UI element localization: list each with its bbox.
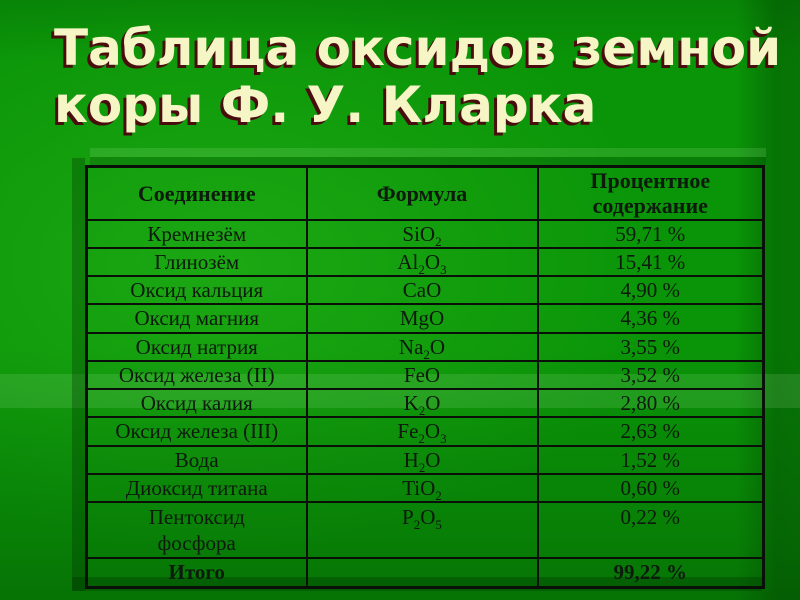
percent-cell: 3,52 % [536, 359, 765, 391]
table-top-shade-strip [90, 157, 766, 165]
formula-cell: MgO [305, 303, 539, 334]
oxides-table: Соединение Формула Процентное содержание… [85, 165, 765, 590]
table-row: Оксид калия K2O 2,80 % [85, 388, 765, 419]
formula-cell: Na2O [305, 331, 539, 362]
percent-cell: 4,90 % [536, 275, 765, 306]
table-body: Кремнезём SiO2 59,71 % Глинозём Al2O3 15,41 %… [85, 218, 765, 589]
table-row: Оксид кальция CaO 4,90 % [85, 275, 765, 306]
slide-title: Таблица оксидов земной коры Ф. У. Кларка [54, 20, 784, 134]
table-header-row: Соединение Формула Процентное содержание [85, 165, 765, 221]
percent-cell: 2,63 % [536, 416, 765, 447]
table-row: Глинозём Al2O3 15,41 % [85, 246, 765, 278]
compound-cell: Оксид калия [85, 388, 308, 419]
column-header-compound: Соединение [85, 165, 308, 221]
percent-cell: 4,36 % [536, 303, 765, 334]
table-row: Оксид железа (III) Fe2O3 2,63 % [85, 416, 765, 447]
table-row: Оксид магния MgO 4,36 % [85, 303, 765, 334]
formula-cell: K2O [305, 388, 539, 419]
compound-cell: Оксид кальция [85, 275, 308, 306]
table-row: Пентоксид фосфора P2O5 0,22 % [85, 501, 765, 559]
formula-cell: TiO2 [305, 472, 539, 504]
table-row: Итого 99,22 % [85, 556, 765, 589]
compound-cell: Глинозём [85, 246, 308, 278]
compound-cell: Пентоксид фосфора [85, 501, 308, 559]
compound-cell: Оксид натрия [85, 331, 308, 362]
table-row: Оксид железа (II) FeO 3,52 % [85, 359, 765, 391]
formula-cell: SiO2 [305, 218, 539, 249]
column-header-percent: Процентное содержание [536, 165, 765, 221]
compound-cell: Вода [85, 444, 308, 475]
percent-cell: 99,22 % [536, 556, 765, 589]
formula-cell: FeO [305, 359, 539, 391]
percent-cell: 59,71 % [536, 218, 765, 249]
table-shadow-left [72, 158, 85, 591]
compound-cell: Оксид железа (II) [85, 359, 308, 391]
compound-cell: Диоксид титана [85, 472, 308, 504]
slide-title-line-2: коры Ф. У. Кларка [54, 76, 597, 134]
table-row: Диоксид титана TiO2 0,60 % [85, 472, 765, 504]
percent-cell: 0,60 % [536, 472, 765, 504]
percent-cell: 15,41 % [536, 246, 765, 278]
table-row: Кремнезём SiO2 59,71 % [85, 218, 765, 249]
compound-cell: Оксид железа (III) [85, 416, 308, 447]
compound-cell: Кремнезём [85, 218, 308, 249]
table-row: Оксид натрия Na2O 3,55 % [85, 331, 765, 362]
slide-title-line-1: Таблица оксидов земной [54, 19, 782, 77]
compound-cell: Итого [85, 556, 308, 589]
formula-cell: CaO [305, 275, 539, 306]
formula-cell: P2O5 [305, 501, 539, 559]
table-row: Вода H2O 1,52 % [85, 444, 765, 475]
compound-cell: Оксид магния [85, 303, 308, 334]
percent-cell: 1,52 % [536, 444, 765, 475]
percent-cell: 0,22 % [536, 501, 765, 559]
formula-cell: Fe2O3 [305, 416, 539, 447]
column-header-formula: Формула [305, 165, 539, 221]
percent-cell: 2,80 % [536, 388, 765, 419]
formula-cell: Al2O3 [305, 246, 539, 278]
percent-cell: 3,55 % [536, 331, 765, 362]
formula-cell: H2O [305, 444, 539, 475]
table-top-highlight-strip [90, 148, 766, 157]
formula-cell [305, 556, 539, 589]
